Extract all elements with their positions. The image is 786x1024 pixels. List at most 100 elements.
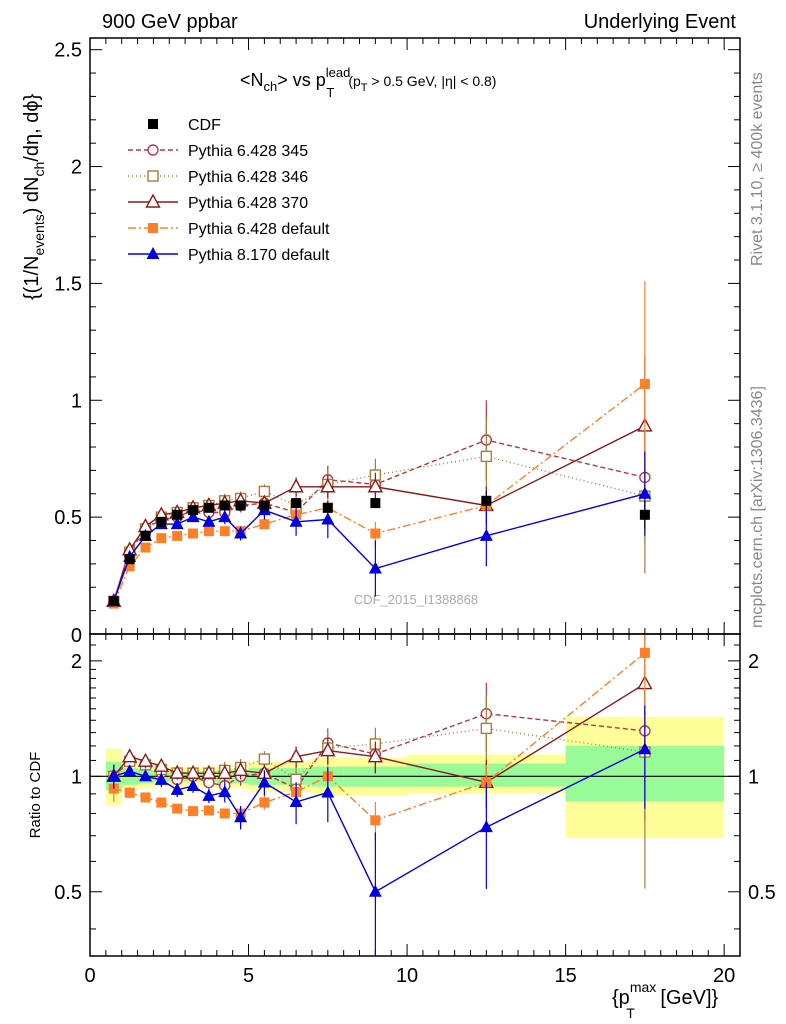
series-cdf <box>108 491 650 607</box>
ratio-ytick-label-left: 0.5 <box>54 882 82 904</box>
point-cdf <box>322 502 333 513</box>
point-cdf <box>219 500 230 511</box>
point-cdf <box>203 502 214 513</box>
point-pythia-8-170-default <box>202 514 216 527</box>
legend-label-pythia-6-428-370: Pythia 6.428 370 <box>188 195 308 212</box>
ratio-panel-ticks: 0.5 0.51 12 20 5 10 15 20 <box>54 634 776 987</box>
point-pythia-6-428-default <box>203 526 214 537</box>
legend-label-pythia-6-428-default: Pythia 6.428 default <box>188 221 330 238</box>
main-ytick-label: 2 <box>71 157 82 179</box>
point-cdf <box>172 509 183 520</box>
ratio-point-pythia-6-428-370 <box>121 748 138 763</box>
point-pythia-8-170-default <box>218 510 232 523</box>
ratio-point-pythia-6-428-default <box>219 808 230 819</box>
ratio-point-pythia-6-428-370 <box>217 764 233 780</box>
point-pythia-6-428-346 <box>480 450 493 463</box>
ratio-point-pythia-6-428-370 <box>137 752 154 767</box>
point-pythia-8-170-default <box>321 512 335 525</box>
ratio-point-pythia-6-428-default <box>172 803 183 814</box>
legend-marker-pythia-6-428-default <box>148 223 158 233</box>
point-pythia-8-170-default <box>479 528 493 541</box>
mcplots-label: mcplots.cern.ch [arXiv:1306.3436] <box>749 386 766 628</box>
ratio-series-layer <box>106 634 653 956</box>
point-cdf <box>140 530 151 541</box>
ratio-point-pythia-6-428-370 <box>185 764 201 779</box>
ratio-point-pythia-8-170-default <box>186 779 200 792</box>
ratio-point-pythia-8-170-default <box>154 772 168 785</box>
ratio-point-pythia-8-170-default <box>368 884 382 897</box>
point-pythia-6-428-default <box>259 519 270 530</box>
main-panel-ticks: 0.5 1 1.5 2 2.5 0 <box>54 38 740 647</box>
point-pythia-6-428-default <box>188 528 199 539</box>
rivet-label: Rivet 3.1.10, ≥ 400k events <box>749 72 766 266</box>
point-pythia-8-170-default <box>186 510 200 523</box>
main-ytick-label: 1 <box>71 390 82 412</box>
ratio-point-pythia-6-428-default <box>156 797 167 808</box>
legend: CDF Pythia 6.428 345 Pythia 6.428 346 Pythi… <box>128 117 330 264</box>
point-pythia-6-428-default <box>124 561 135 572</box>
ratio-point-pythia-6-428-default <box>188 806 199 817</box>
ratio-point-pythia-6-428-default <box>639 647 650 658</box>
ratio-point-pythia-6-428-370 <box>288 748 304 763</box>
point-cdf <box>291 498 302 509</box>
legend-label-pythia-6-428-345: Pythia 6.428 345 <box>188 143 308 160</box>
x-tick-label: 0 <box>84 965 95 987</box>
point-cdf <box>481 495 492 506</box>
point-pythia-8-170-default <box>170 517 184 530</box>
point-cdf <box>124 554 135 565</box>
point-pythia-6-428-370 <box>320 478 336 493</box>
main-series-layer <box>106 281 653 609</box>
main-ytick-label: 1.5 <box>54 273 82 295</box>
x-tick-label: 20 <box>713 965 735 987</box>
point-cdf <box>188 505 199 516</box>
legend-marker-pythia-6-428-346 <box>147 170 159 182</box>
ratio-point-pythia-6-428-346 <box>480 722 493 735</box>
ratio-point-pythia-8-170-default <box>234 810 248 823</box>
ratio-ylabel: Ratio to CDF <box>27 752 44 839</box>
ratio-ytick-label-left: 1 <box>71 766 82 788</box>
main-ytick-label: 2.5 <box>54 40 82 62</box>
main-ytick-label: 0.5 <box>54 507 82 529</box>
header-left: 900 GeV ppbar <box>102 11 238 33</box>
point-pythia-6-428-default <box>219 526 230 537</box>
x-tick-label: 5 <box>243 965 254 987</box>
ratio-point-pythia-6-428-default <box>370 815 381 826</box>
point-pythia-8-170-default <box>638 486 652 499</box>
ratio-point-pythia-6-428-default <box>259 797 270 808</box>
ratio-point-pythia-8-170-default <box>218 785 232 798</box>
ratio-point-pythia-8-170-default <box>479 820 493 833</box>
legend-marker-cdf <box>148 119 158 129</box>
ratio-point-pythia-8-170-default <box>123 764 137 777</box>
legend-marker-pythia-6-428-345 <box>147 144 159 156</box>
ratio-point-pythia-8-170-default <box>321 785 335 798</box>
x-tick-label: 15 <box>554 965 576 987</box>
point-cdf <box>370 498 381 509</box>
ratio-series-pythia-8-170-default <box>107 705 652 956</box>
ratio-panel-frame <box>89 633 741 957</box>
ratio-point-pythia-8-170-default <box>202 788 216 801</box>
ratio-point-pythia-6-428-370 <box>201 764 217 779</box>
point-cdf <box>259 500 270 511</box>
ratio-point-pythia-6-428-370 <box>153 757 170 772</box>
plot-title: <Nch> vs plead T(pT > 0.5 GeV, |η| < 0.8) <box>240 65 496 100</box>
ratio-point-pythia-8-170-default <box>257 775 271 788</box>
point-cdf <box>108 596 119 607</box>
point-pythia-8-170-default <box>289 514 303 527</box>
point-pythia-6-428-370 <box>288 478 304 493</box>
point-cdf <box>639 509 650 520</box>
ratio-ytick-label-right: 0.5 <box>748 882 776 904</box>
main-ylabel: {(1/Nevents) dNch/dη, dϕ} <box>21 93 47 300</box>
legend-label-cdf: CDF <box>188 117 221 134</box>
point-cdf <box>235 500 246 511</box>
point-pythia-8-170-default <box>368 561 382 574</box>
ratio-point-pythia-6-428-370 <box>169 764 185 779</box>
x-axis-label: {pmax T [GeV]} <box>612 979 719 1021</box>
point-pythia-6-428-370 <box>367 478 384 493</box>
ratio-point-pythia-8-170-default <box>289 794 303 807</box>
ratio-point-pythia-8-170-default <box>107 769 121 782</box>
point-cdf <box>156 516 167 527</box>
ratio-point-pythia-8-170-default <box>638 742 652 755</box>
point-pythia-8-170-default <box>234 526 248 539</box>
point-pythia-6-428-default <box>172 530 183 541</box>
legend-label-pythia-6-428-346: Pythia 6.428 346 <box>188 169 308 186</box>
